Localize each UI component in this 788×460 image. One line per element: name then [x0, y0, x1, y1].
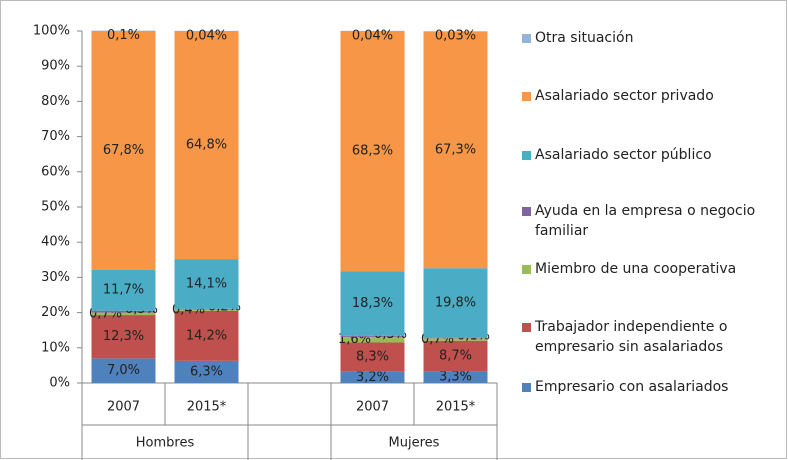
bar-segment [174, 309, 239, 311]
y-tick-label: 10% [41, 340, 70, 355]
value-label: 8,7% [439, 349, 472, 364]
y-tick-label: 90% [41, 59, 70, 74]
value-label: 18,3% [352, 296, 393, 311]
y-tick-label: 50% [41, 200, 70, 215]
y-tick-label: 60% [41, 164, 70, 179]
y-tick-label: 30% [41, 270, 70, 285]
bar-segment [91, 312, 156, 316]
bar-segment [91, 269, 156, 311]
legend-swatch [522, 92, 531, 101]
bar-segment [174, 31, 239, 260]
value-label: 67,3% [435, 142, 476, 157]
bar-segment [91, 358, 156, 383]
legend-item: Trabajador independiente o empresario si… [522, 317, 762, 357]
y-tick-label: 100% [33, 24, 70, 39]
bar-segment [174, 310, 239, 361]
bar-segment [91, 315, 156, 359]
bar-segment [91, 310, 156, 313]
value-label: 68,3% [352, 144, 393, 159]
value-label: 0,04% [352, 28, 393, 43]
legend-label: Asalariado sector privado [535, 88, 714, 104]
value-label: 11,7% [103, 283, 144, 298]
bar-segment [340, 335, 405, 337]
value-label: 3,2% [356, 370, 389, 385]
bar-segment [340, 31, 405, 272]
bar-segment [340, 371, 405, 383]
y-tick-label: 40% [41, 235, 70, 250]
bar-segment [91, 31, 156, 270]
value-label: 0,04% [186, 28, 227, 43]
legend-item: Ayuda en la empresa o negocio familiar [522, 201, 762, 241]
y-tick-label: 20% [41, 305, 70, 320]
legend-label: Empresario con asalariados [535, 379, 729, 395]
legend-swatch [522, 323, 531, 332]
legend-label: Asalariado sector público [535, 147, 712, 163]
legend-swatch [522, 265, 531, 274]
y-tick-label: 70% [41, 129, 70, 144]
legend-label: Miembro de una cooperativa [535, 261, 737, 277]
value-label: 14,2% [186, 328, 227, 343]
legend-item: Asalariado sector público [522, 145, 762, 165]
bar-segment [174, 259, 239, 309]
legend-item: Otra situación [522, 28, 762, 48]
legend-label: Ayuda en la empresa o negocio familiar [535, 203, 756, 239]
value-label: 67,8% [103, 143, 144, 158]
bar-segment [423, 340, 488, 372]
legend-swatch [522, 207, 531, 216]
bar-segment [340, 271, 405, 336]
legend-swatch [522, 34, 531, 43]
value-label: 14,1% [186, 276, 227, 291]
legend-item: Miembro de una cooperativa [522, 259, 762, 279]
x-tick-label: 2015* [187, 400, 227, 415]
y-tick-label: 0% [49, 376, 70, 391]
group-label: Mujeres [389, 436, 440, 451]
x-tick-label: 2007 [107, 400, 140, 415]
value-label: 6,3% [190, 364, 223, 379]
bar-segment [423, 268, 488, 338]
value-label: 8,3% [356, 350, 389, 365]
bar-segment [423, 338, 488, 341]
value-label: 0,03% [435, 29, 476, 44]
bar-segment [340, 342, 405, 372]
bar-segment [340, 336, 405, 343]
value-label: 19,8% [435, 296, 476, 311]
x-tick-label: 2015* [436, 400, 476, 415]
y-tick-label: 80% [41, 94, 70, 109]
bar-segment [174, 308, 239, 310]
value-label: 7,0% [107, 363, 140, 378]
value-label: 0,1% [107, 28, 140, 43]
legend-swatch [522, 383, 531, 392]
value-label: 3,3% [439, 370, 472, 385]
legend-label: Trabajador independiente o empresario si… [535, 319, 728, 355]
value-label: 12,3% [103, 329, 144, 344]
legend-item: Asalariado sector privado [522, 86, 762, 106]
legend-item: Empresario con asalariados [522, 377, 762, 397]
bar-segment [423, 31, 488, 269]
legend-swatch [522, 151, 531, 160]
legend-label: Otra situación [535, 30, 634, 46]
group-label: Hombres [136, 436, 195, 451]
bar-segment [174, 360, 239, 383]
x-tick-label: 2007 [356, 400, 389, 415]
value-label: 64,8% [186, 138, 227, 153]
bar-segment [423, 371, 488, 383]
